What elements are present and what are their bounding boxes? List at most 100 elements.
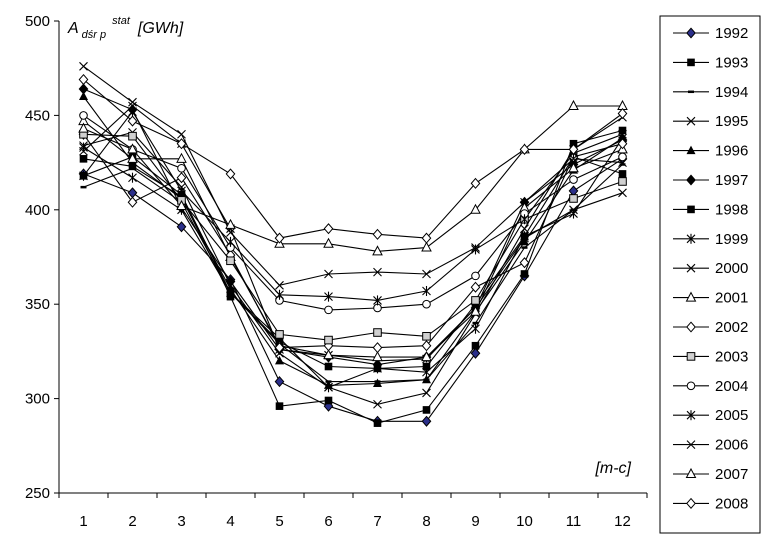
data-point-2007 bbox=[568, 99, 579, 110]
x-tick-label: 1 bbox=[79, 513, 87, 530]
legend-label: 1997 bbox=[715, 172, 748, 189]
data-point-2005 bbox=[275, 289, 284, 300]
data-point-2002 bbox=[372, 342, 383, 354]
legend-marker bbox=[686, 321, 696, 333]
data-point-2004 bbox=[422, 299, 431, 309]
data-point-1999 bbox=[422, 367, 431, 378]
data-point-2007 bbox=[225, 218, 236, 229]
x-tick-label: 5 bbox=[275, 513, 283, 530]
data-point-2005 bbox=[177, 185, 186, 196]
data-point-2006 bbox=[324, 269, 333, 279]
data-point-2000 bbox=[618, 188, 627, 198]
legend-label: 1995 bbox=[715, 113, 748, 130]
data-point-1993 bbox=[373, 419, 382, 427]
y-tick-label: 450 bbox=[25, 107, 50, 124]
legend-marker bbox=[686, 381, 696, 391]
data-point-2006 bbox=[128, 97, 137, 107]
series-line-2001 bbox=[83, 120, 623, 358]
x-tick-label: 4 bbox=[226, 513, 234, 530]
series-line-2008 bbox=[83, 79, 623, 239]
data-point-1992 bbox=[323, 400, 334, 412]
data-point-2002 bbox=[421, 340, 432, 352]
data-point-2003 bbox=[569, 194, 578, 203]
legend-marker bbox=[686, 233, 696, 244]
y-tick-label: 250 bbox=[25, 485, 50, 502]
data-point-2001 bbox=[470, 305, 481, 316]
legend-label: 2004 bbox=[715, 378, 748, 395]
data-point-2003 bbox=[324, 335, 333, 345]
data-point-1993 bbox=[422, 406, 431, 414]
data-point-2008 bbox=[470, 177, 481, 189]
legend-label: 1999 bbox=[715, 231, 748, 248]
y-tick-label: 400 bbox=[25, 202, 50, 219]
data-point-2004 bbox=[324, 305, 333, 315]
data-point-2002 bbox=[274, 342, 285, 354]
x-tick-label: 12 bbox=[614, 513, 631, 530]
legend-marker bbox=[686, 263, 696, 273]
data-point-2006 bbox=[79, 61, 88, 71]
data-point-2008 bbox=[372, 228, 383, 240]
data-point-1998 bbox=[324, 362, 333, 371]
legend-marker bbox=[686, 174, 696, 186]
data-point-1998 bbox=[618, 170, 627, 178]
data-point-1993 bbox=[79, 155, 88, 163]
data-point-2008 bbox=[421, 232, 432, 244]
legend-label: 1992 bbox=[715, 25, 748, 42]
x-tick-label: 9 bbox=[471, 513, 479, 530]
data-point-2004 bbox=[569, 175, 578, 184]
legend-box bbox=[659, 15, 761, 534]
data-point-2007 bbox=[176, 199, 187, 211]
x-tick-label: 8 bbox=[422, 513, 430, 530]
legend-label: 1993 bbox=[715, 54, 748, 71]
data-point-2003 bbox=[128, 131, 137, 141]
y-tick-label: 350 bbox=[25, 296, 50, 313]
data-point-2007 bbox=[323, 237, 334, 248]
legend-label: 2007 bbox=[715, 466, 748, 483]
legend-label: 2002 bbox=[715, 319, 748, 336]
legend-marker bbox=[686, 27, 696, 39]
data-point-2003 bbox=[226, 256, 235, 266]
data-point-2008 bbox=[274, 232, 285, 244]
data-point-1993 bbox=[275, 402, 284, 410]
data-point-1993 bbox=[324, 396, 333, 405]
data-point-2002 bbox=[617, 138, 628, 150]
data-point-2006 bbox=[618, 158, 627, 167]
data-point-2008 bbox=[176, 138, 187, 150]
series-line-2005 bbox=[83, 110, 623, 301]
series-line-1997 bbox=[83, 88, 623, 366]
data-point-1996 bbox=[373, 378, 382, 387]
data-point-2005 bbox=[128, 106, 137, 117]
legend-label: 2000 bbox=[715, 260, 748, 277]
data-point-2004 bbox=[618, 152, 627, 162]
legend-label: 2003 bbox=[715, 348, 748, 365]
data-point-2003 bbox=[618, 177, 627, 186]
data-point-1993 bbox=[128, 162, 137, 171]
data-point-2001 bbox=[568, 162, 579, 173]
data-point-1993 bbox=[520, 270, 529, 278]
legend-label: 2006 bbox=[715, 437, 748, 454]
data-point-2008 bbox=[617, 107, 628, 120]
data-point-2008 bbox=[323, 223, 334, 235]
data-point-2007 bbox=[470, 203, 481, 214]
data-point-1993 bbox=[471, 341, 480, 350]
data-point-1999 bbox=[520, 231, 529, 242]
data-point-2003 bbox=[275, 330, 284, 339]
data-point-2000 bbox=[520, 233, 529, 243]
data-point-2006 bbox=[520, 197, 529, 207]
data-point-2005 bbox=[79, 170, 88, 181]
data-point-2006 bbox=[373, 267, 382, 277]
series-line-2000 bbox=[83, 105, 623, 362]
data-point-1993 bbox=[569, 139, 578, 148]
data-point-1992 bbox=[421, 415, 432, 427]
data-point-2003 bbox=[373, 328, 382, 337]
data-point-2008 bbox=[568, 143, 579, 155]
data-point-2008 bbox=[225, 168, 236, 180]
data-point-2008 bbox=[519, 143, 530, 155]
data-point-2008 bbox=[78, 73, 89, 86]
data-point-2005 bbox=[226, 236, 235, 247]
data-point-2005 bbox=[373, 295, 382, 306]
data-point-1992 bbox=[127, 187, 138, 199]
